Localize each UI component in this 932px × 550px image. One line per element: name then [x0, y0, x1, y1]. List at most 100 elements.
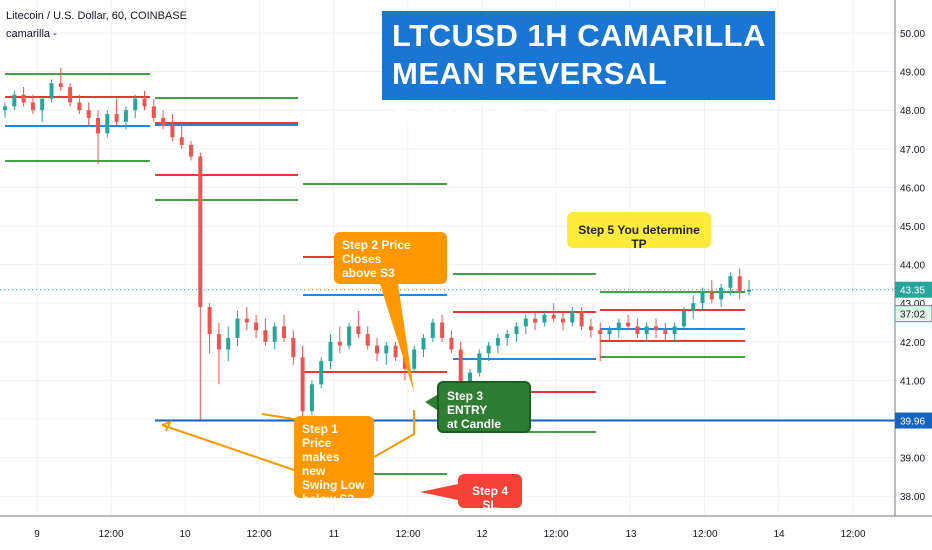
candle-body	[105, 114, 110, 134]
time-tick-label: 12:00	[395, 529, 420, 540]
step2-line-1: Step 2 Price Closes	[342, 238, 411, 266]
candle-body	[49, 83, 54, 99]
step1-arrow-b	[261, 413, 301, 421]
step4-pointer	[420, 484, 458, 500]
step5-callout: Step 5 You determine TP	[567, 212, 711, 251]
candle-body	[719, 287, 724, 300]
candle-body	[21, 94, 26, 103]
candle-body	[319, 361, 324, 385]
candle-body	[412, 349, 417, 369]
candle-body	[458, 349, 463, 396]
candle-body	[570, 310, 575, 323]
time-tick-label: 12:00	[246, 529, 271, 540]
price-tick-label: 46.00	[900, 183, 925, 194]
candle-body	[12, 94, 17, 107]
time-tick-label: 12	[476, 529, 488, 540]
candle-body	[226, 337, 231, 350]
candle-body	[626, 322, 631, 327]
candle-body	[282, 326, 286, 338]
candle-body	[514, 326, 519, 335]
time-tick-label: 14	[773, 529, 785, 540]
candle-body	[691, 303, 696, 311]
candle-body	[663, 330, 668, 335]
price-tick-label: 49.00	[900, 68, 925, 79]
candle-body	[123, 110, 128, 122]
candle-body	[747, 289, 751, 292]
price-tick-label: 39.00	[900, 454, 925, 465]
candle-body	[291, 337, 296, 358]
candle-body	[161, 117, 166, 126]
time-tick-label: 13	[625, 529, 637, 540]
time-tick-label: 12:00	[692, 529, 717, 540]
candle-body	[114, 114, 119, 122]
candle-body	[737, 276, 742, 292]
price-tick-label: 42.00	[900, 338, 925, 349]
candle-body	[189, 144, 193, 157]
candle-body	[672, 326, 677, 335]
candle-body	[347, 326, 352, 346]
indicator-label: camarilla -	[6, 28, 57, 40]
candle-body	[440, 322, 445, 338]
symbol-header: Litecoin / U.S. Dollar, 60, COINBASE	[6, 10, 187, 22]
step1-callout: Step 1 Price makes new Swing Low below S…	[294, 416, 374, 506]
candle-body	[449, 337, 454, 350]
candle-body	[477, 353, 482, 373]
strategy-title: LTCUSD 1H CAMARILLA MEAN REVERSAL STRATE…	[382, 11, 775, 129]
candle-body	[170, 125, 175, 138]
candle-body	[207, 307, 212, 335]
candle-body	[505, 334, 510, 338]
time-tick-label: 12:00	[840, 529, 865, 540]
candle-body	[728, 276, 733, 288]
candle-body	[365, 334, 370, 346]
time-tick-label: 10	[179, 529, 191, 540]
candle-body	[328, 341, 333, 362]
candle-body	[393, 345, 398, 358]
price-tick-label: 41.00	[900, 376, 925, 387]
step4-callout: Step 4 SL	[458, 474, 522, 512]
candle-body	[179, 137, 184, 145]
candle-body	[86, 110, 91, 118]
candle-body	[644, 326, 649, 335]
price-tick-label: 43.00	[900, 299, 925, 310]
countdown-label: 37:02	[900, 310, 925, 321]
step2-callout: Step 2 Price Closes above S3	[334, 232, 447, 284]
candle-body	[30, 102, 35, 111]
candle-body	[356, 326, 361, 335]
step3-line-2: at Candle Open	[447, 417, 502, 445]
last-price-badge	[895, 281, 932, 298]
candle-body	[681, 310, 686, 327]
candle-body	[533, 318, 538, 323]
step2-pointer	[380, 284, 414, 392]
candle-body	[616, 322, 621, 331]
candle-body	[654, 326, 658, 331]
candle-body	[523, 318, 528, 327]
candle-body	[142, 98, 147, 107]
countdown-badge	[894, 305, 932, 323]
candle-body	[77, 102, 82, 111]
step1-line-1: Step 1 Price	[302, 422, 339, 450]
price-tick-label: 48.00	[900, 106, 925, 117]
candle-body	[96, 117, 100, 134]
candle-body	[384, 345, 389, 354]
candle-body	[198, 156, 203, 308]
candle-body	[561, 318, 565, 323]
price-tick-label: 47.00	[900, 145, 925, 156]
candle-body	[579, 310, 584, 327]
price-tick-label: 38.00	[900, 492, 925, 503]
time-tick-label: 12:00	[98, 529, 123, 540]
candle-body	[216, 334, 221, 350]
candle-body	[598, 330, 603, 335]
candle-body	[58, 83, 63, 88]
step1-line-2: makes new	[302, 450, 340, 478]
step3-line-1: Step 3 ENTRY	[447, 389, 488, 417]
candle-body	[151, 106, 156, 118]
candle-body	[607, 330, 612, 335]
last-price-label: 43.35	[900, 286, 925, 297]
candle-body	[244, 318, 249, 323]
candle-body	[375, 345, 379, 354]
candle-body	[235, 318, 240, 338]
step1-arrow-a	[161, 424, 295, 471]
candle-body	[430, 322, 435, 338]
candle-body	[421, 337, 426, 350]
candle-body	[3, 106, 7, 111]
